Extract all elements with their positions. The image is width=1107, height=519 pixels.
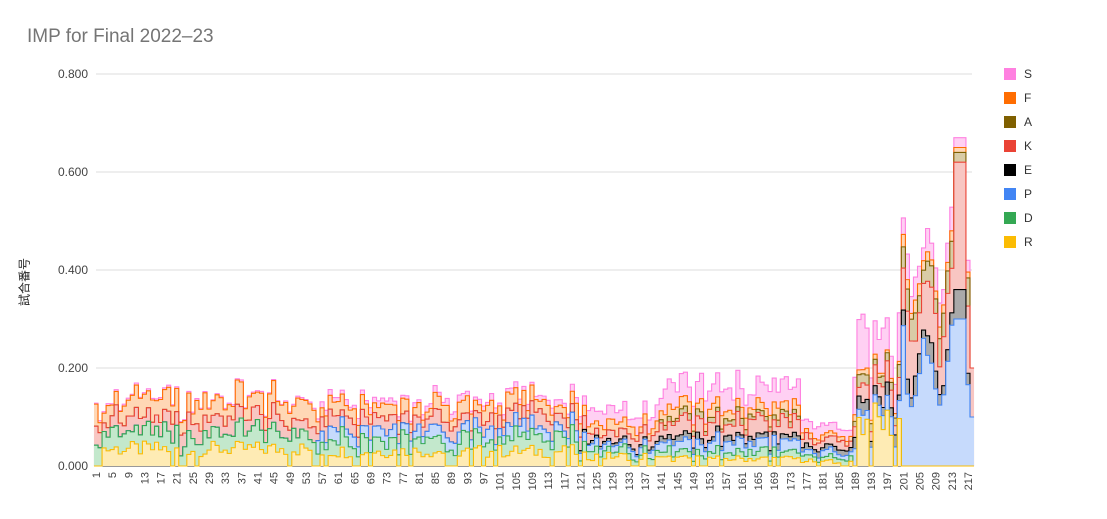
series-D-line: [93, 402, 975, 467]
x-tick-label: 185: [834, 472, 846, 490]
x-tick-label: 125: [592, 472, 604, 490]
x-tick-label: 45: [269, 472, 281, 484]
x-tick-label: 173: [785, 472, 797, 490]
x-tick-label: 161: [737, 472, 749, 490]
x-tick-label: 205: [915, 472, 927, 490]
x-tick-label: 137: [640, 472, 652, 490]
x-tick-label: 181: [818, 472, 830, 490]
x-tick-label: 53: [301, 472, 313, 484]
legend-label-P: P: [1024, 187, 1032, 201]
x-tick-label: 49: [285, 472, 297, 484]
legend-label-A: A: [1024, 115, 1032, 129]
y-tick-label: 0.400: [58, 263, 88, 277]
x-tick-label: 9: [123, 472, 135, 478]
series-F-line: [93, 146, 975, 442]
legend-label-D: D: [1024, 211, 1033, 225]
legend-swatch-A: [1004, 116, 1016, 128]
x-tick-label: 21: [172, 472, 184, 484]
legend-swatch-E: [1004, 164, 1016, 176]
x-tick-label: 201: [898, 472, 910, 490]
y-tick-label: 0.200: [58, 361, 88, 375]
x-tick-label: 217: [963, 472, 975, 490]
x-tick-label: 65: [349, 472, 361, 484]
x-tick-label: 81: [414, 472, 426, 484]
x-tick-label: 117: [559, 472, 571, 490]
x-tick-label: 37: [236, 472, 248, 484]
legend-swatch-K: [1004, 140, 1016, 152]
chart-title: IMP for Final 2022–23: [27, 26, 214, 47]
x-tick-label: 213: [947, 472, 959, 490]
x-tick-label: 89: [446, 472, 458, 484]
x-tick-label: 189: [850, 472, 862, 490]
x-tick-label: 141: [656, 472, 668, 490]
series-areas: [93, 137, 975, 467]
x-tick-label: 17: [156, 472, 168, 484]
series-S-line: [93, 137, 975, 432]
legend-label-E: E: [1024, 163, 1032, 177]
x-tick-label: 105: [511, 472, 523, 490]
x-tick-label: 109: [527, 472, 539, 490]
x-tick-label: 101: [495, 472, 507, 490]
x-tick-label: 85: [430, 472, 442, 484]
x-tick-label: 61: [333, 472, 345, 484]
x-tick-label: 73: [382, 472, 394, 484]
x-tick-label: 57: [317, 472, 329, 484]
y-tick-label: 0.600: [58, 165, 88, 179]
x-tick-label: 77: [398, 472, 410, 484]
x-tick-label: 93: [462, 472, 474, 484]
x-tick-label: 13: [139, 472, 151, 484]
x-tick-label: 193: [866, 472, 878, 490]
x-tick-label: 165: [753, 472, 765, 490]
series-K-line: [93, 161, 975, 447]
x-tick-labels: 1 5 9 13 17 21 25 29 33 37 41 45 49 53 57 61 65 69 73 77 81 8…: [91, 472, 975, 490]
x-tick-label: 169: [769, 472, 781, 490]
x-tick-label: 129: [608, 472, 620, 490]
x-tick-label: 153: [705, 472, 717, 490]
legend-swatch-R: [1004, 236, 1016, 248]
y-tick-label: 0.800: [58, 67, 88, 81]
x-tick-label: 1: [91, 472, 103, 478]
x-tick-label: 97: [479, 472, 491, 484]
x-tick-label: 121: [575, 472, 587, 490]
legend-swatch-F: [1004, 92, 1016, 104]
legend-label-S: S: [1024, 67, 1032, 81]
x-tick-label: 177: [801, 472, 813, 490]
y-tick-label: 0.000: [58, 459, 88, 473]
x-tick-label: 157: [721, 472, 733, 490]
x-tick-label: 69: [366, 472, 378, 484]
legend-swatch-P: [1004, 188, 1016, 200]
x-tick-label: 113: [543, 472, 555, 490]
x-tick-label: 145: [672, 472, 684, 490]
legend-swatch-S: [1004, 68, 1016, 80]
x-tick-label: 29: [204, 472, 216, 484]
x-tick-label: 149: [688, 472, 700, 490]
x-tick-label: 25: [188, 472, 200, 484]
y-tick-labels: 0.000 0.200 0.400 0.600 0.800: [58, 67, 88, 473]
legend-label-R: R: [1024, 235, 1033, 249]
legend-swatch-D: [1004, 212, 1016, 224]
x-tick-label: 197: [882, 472, 894, 490]
x-tick-label: 33: [220, 472, 232, 484]
x-tick-label: 41: [252, 472, 264, 484]
x-tick-label: 209: [931, 472, 943, 490]
x-tick-label: 133: [624, 472, 636, 490]
legend-label-F: F: [1024, 91, 1031, 105]
legend-label-K: K: [1024, 139, 1032, 153]
x-tick-label: 5: [107, 472, 119, 478]
series-R-line: [93, 402, 975, 467]
